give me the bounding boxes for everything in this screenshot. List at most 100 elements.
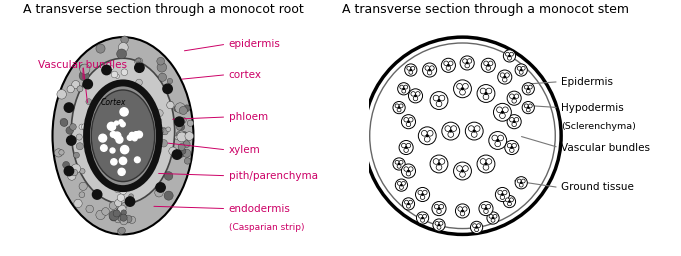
Circle shape: [454, 162, 471, 180]
Circle shape: [160, 140, 168, 147]
Circle shape: [433, 95, 439, 101]
Circle shape: [136, 79, 142, 86]
Circle shape: [164, 191, 173, 200]
Circle shape: [117, 209, 126, 217]
Circle shape: [67, 136, 76, 145]
Circle shape: [129, 132, 135, 137]
Circle shape: [439, 204, 443, 209]
Circle shape: [120, 214, 127, 221]
Circle shape: [136, 58, 141, 63]
Circle shape: [93, 190, 102, 199]
Circle shape: [484, 209, 488, 214]
Circle shape: [185, 158, 191, 164]
Circle shape: [119, 157, 127, 165]
Circle shape: [528, 107, 529, 108]
Circle shape: [133, 132, 140, 138]
Circle shape: [428, 70, 432, 75]
Circle shape: [159, 128, 163, 133]
Circle shape: [433, 159, 439, 164]
Circle shape: [162, 129, 168, 135]
Circle shape: [398, 107, 400, 108]
Circle shape: [110, 202, 117, 209]
Circle shape: [415, 92, 420, 96]
Circle shape: [481, 58, 495, 72]
Circle shape: [486, 208, 487, 209]
Circle shape: [502, 111, 503, 113]
Circle shape: [409, 118, 413, 122]
Circle shape: [178, 124, 185, 131]
Circle shape: [69, 124, 76, 130]
Circle shape: [466, 62, 468, 63]
Circle shape: [509, 94, 514, 99]
Circle shape: [428, 130, 433, 136]
Circle shape: [397, 164, 401, 168]
Text: xylem: xylem: [229, 145, 260, 155]
Title: A transverse section through a monocot root: A transverse section through a monocot r…: [22, 3, 303, 16]
Circle shape: [395, 104, 399, 108]
Circle shape: [402, 198, 415, 210]
Circle shape: [370, 43, 555, 229]
Circle shape: [513, 121, 515, 122]
Circle shape: [397, 108, 401, 112]
Circle shape: [405, 200, 409, 204]
Circle shape: [488, 61, 493, 66]
Circle shape: [460, 89, 465, 95]
Circle shape: [132, 136, 137, 141]
Circle shape: [511, 147, 512, 148]
Circle shape: [415, 95, 416, 97]
Circle shape: [515, 177, 527, 189]
Circle shape: [457, 83, 462, 89]
Circle shape: [429, 69, 430, 71]
Circle shape: [483, 94, 489, 100]
Circle shape: [522, 83, 535, 95]
Circle shape: [180, 148, 186, 154]
Circle shape: [401, 164, 415, 178]
Circle shape: [407, 204, 411, 208]
Circle shape: [67, 138, 73, 144]
Circle shape: [522, 101, 535, 114]
Circle shape: [60, 118, 67, 125]
Circle shape: [96, 210, 106, 220]
Circle shape: [114, 214, 123, 223]
Circle shape: [395, 160, 399, 164]
Circle shape: [441, 58, 456, 72]
Circle shape: [488, 65, 489, 66]
Circle shape: [497, 140, 498, 141]
Circle shape: [460, 211, 464, 216]
Circle shape: [496, 107, 503, 113]
Circle shape: [521, 66, 525, 70]
Circle shape: [439, 159, 445, 164]
Circle shape: [118, 205, 126, 213]
Circle shape: [509, 118, 514, 122]
Circle shape: [66, 127, 74, 134]
Text: Ground tissue: Ground tissue: [561, 183, 634, 193]
Text: Cortex: Cortex: [101, 98, 126, 107]
Circle shape: [110, 124, 116, 130]
Circle shape: [469, 126, 474, 131]
Circle shape: [135, 63, 144, 72]
Circle shape: [76, 143, 84, 150]
Text: Epidermis: Epidermis: [561, 77, 613, 87]
Circle shape: [408, 121, 409, 122]
Circle shape: [77, 86, 83, 92]
Circle shape: [403, 88, 405, 89]
Circle shape: [492, 217, 494, 219]
Circle shape: [507, 91, 521, 105]
Circle shape: [135, 58, 143, 66]
Circle shape: [439, 221, 443, 225]
Circle shape: [121, 122, 125, 127]
Circle shape: [187, 120, 193, 126]
Ellipse shape: [72, 58, 174, 204]
Circle shape: [404, 118, 409, 122]
Circle shape: [401, 115, 415, 129]
Circle shape: [432, 201, 446, 216]
Circle shape: [462, 170, 463, 172]
Circle shape: [399, 160, 403, 164]
Circle shape: [435, 221, 439, 225]
Circle shape: [512, 143, 516, 148]
Circle shape: [408, 203, 409, 205]
Circle shape: [129, 194, 133, 199]
Circle shape: [503, 78, 507, 82]
Text: Hypodermis: Hypodermis: [561, 103, 624, 113]
Circle shape: [476, 227, 477, 228]
